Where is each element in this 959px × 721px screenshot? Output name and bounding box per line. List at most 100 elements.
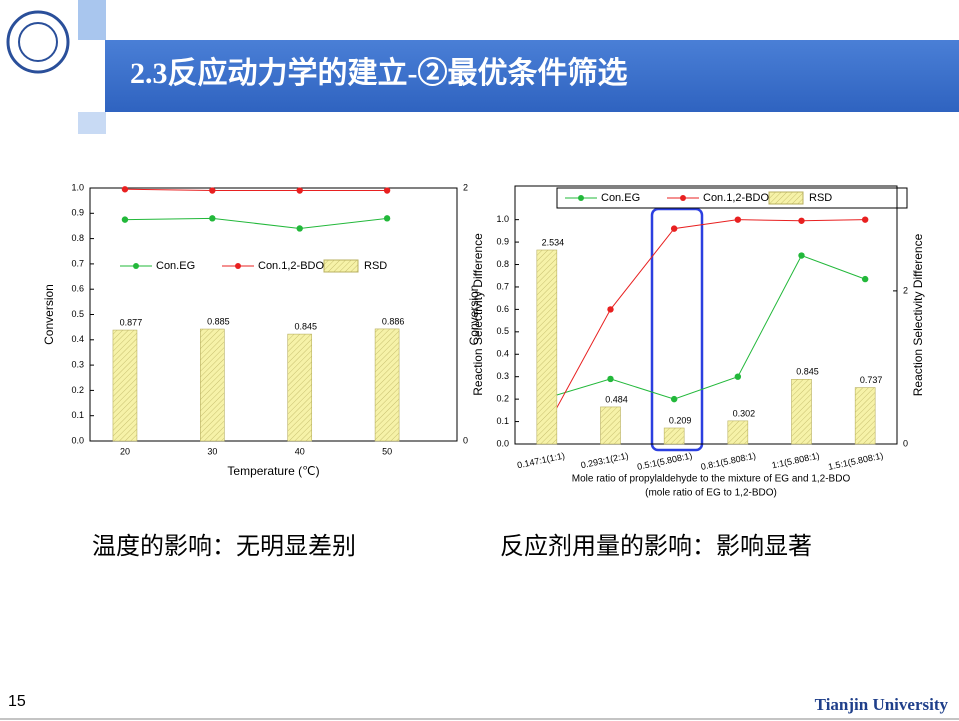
plot-frame: [89, 187, 458, 442]
data-label: 0.845: [294, 321, 317, 331]
y-tick-label: 0.3: [496, 371, 509, 381]
y2-axis-label: Reaction Selectivity Difference: [911, 233, 925, 396]
y-tick-label: 0.7: [496, 281, 509, 291]
point: [296, 225, 303, 232]
legend-frame: [556, 187, 908, 209]
data-label: 0.737: [860, 375, 883, 385]
y-tick-label: 0.4: [71, 334, 84, 344]
y-tick-label: 0.1: [71, 410, 84, 420]
x-tick-label: 30: [207, 446, 217, 456]
y-tick-label: 0.4: [496, 349, 509, 359]
y-tick-label: 0.1: [496, 416, 509, 426]
point: [296, 187, 303, 194]
header-bar: [105, 40, 959, 112]
legend-label: RSD: [364, 260, 387, 272]
line: [546, 219, 866, 427]
x-axis-label: (mole ratio of EG to 1,2-BDO): [645, 488, 777, 499]
legend-swatch: [323, 259, 359, 273]
highlight-box: [650, 207, 704, 452]
y2-tick-label: 0: [463, 435, 468, 445]
y2-tick-label: 2: [903, 285, 908, 295]
plot-frame: [514, 185, 898, 445]
y-tick-label: 0.8: [71, 233, 84, 243]
y-tick-label: 1.0: [71, 182, 84, 192]
data-label: 0.877: [120, 317, 143, 327]
page-number: 15: [8, 693, 26, 710]
y-tick-label: 0.5: [496, 326, 509, 336]
y-axis-label: Conversion: [42, 284, 56, 345]
point: [383, 215, 391, 222]
logo: [6, 10, 70, 74]
y2-tick-label: 0: [903, 438, 908, 448]
x-tick-label: 0.147:1(1:1): [516, 450, 566, 470]
x-tick-label: 50: [382, 446, 392, 456]
bar: [287, 333, 313, 442]
point: [798, 252, 805, 259]
point: [734, 373, 742, 380]
legend-label: RSD: [809, 192, 832, 204]
bar: [791, 379, 812, 445]
legend-label: Con.EG: [156, 260, 195, 272]
legend-swatch: [768, 191, 804, 205]
point: [734, 216, 742, 223]
point: [121, 186, 129, 193]
x-tick-label: 0.293:1(2:1): [580, 450, 630, 470]
deco-block: [78, 0, 106, 40]
point: [383, 187, 391, 194]
y-tick-label: 0.3: [71, 359, 84, 369]
point: [607, 375, 614, 383]
data-label: 0.886: [382, 316, 405, 326]
legend-label: Con.1,2-BDO: [703, 192, 769, 204]
legend-swatch: [578, 195, 584, 201]
point: [861, 216, 869, 223]
footer: Tianjin University: [815, 695, 949, 714]
point: [209, 187, 216, 194]
x-tick-label: 20: [120, 446, 130, 456]
y-tick-label: 0.9: [71, 208, 84, 218]
point: [670, 395, 678, 403]
line: [124, 217, 388, 229]
point: [209, 215, 216, 222]
bar: [854, 387, 876, 445]
bar: [374, 328, 400, 442]
y-axis-label: Conversion: [467, 285, 481, 346]
legend-label: Con.EG: [601, 192, 640, 204]
y-tick-label: 0.6: [71, 284, 84, 294]
bar: [536, 249, 558, 445]
data-label: 0.845: [796, 367, 819, 377]
y-tick-label: 0.5: [71, 309, 84, 319]
bar: [663, 427, 685, 445]
y2-tick-label: 2: [463, 182, 468, 192]
deco-block: [78, 112, 106, 134]
line: [546, 254, 866, 400]
point: [861, 275, 869, 283]
y-tick-label: 0.0: [71, 435, 84, 445]
y-tick-label: 0.2: [71, 385, 84, 395]
bar: [727, 420, 749, 445]
data-label: 0.302: [733, 408, 756, 418]
caption: 温度的影响：无明显差别: [92, 532, 356, 560]
y-tick-label: 0.0: [496, 438, 509, 448]
point: [121, 216, 129, 223]
x-tick-label: 1:1(5.808:1): [771, 450, 821, 470]
data-label: 2.534: [542, 237, 565, 247]
x-axis-label: Temperature (℃): [227, 464, 319, 478]
point: [607, 306, 614, 313]
caption: 反应剂用量的影响：影响显著: [500, 532, 812, 560]
y-tick-label: 0.7: [71, 258, 84, 268]
logo: [18, 22, 58, 62]
point: [670, 225, 678, 232]
line: [124, 188, 388, 192]
y-tick-label: 0.8: [496, 259, 509, 269]
data-label: 0.209: [669, 415, 692, 425]
legend-label: Con.1,2-BDO: [258, 260, 324, 272]
x-tick-label: 1.5:1(5.808:1): [827, 450, 884, 471]
y2-axis-label: Reaction Selectivity Difference: [471, 233, 485, 396]
x-tick-label: 40: [295, 446, 305, 456]
x-axis-label: Mole ratio of propylaldehyde to the mixt…: [572, 474, 851, 485]
y-tick-label: 1.0: [496, 214, 509, 224]
data-label: 0.484: [605, 394, 628, 404]
y-tick-label: 0.9: [496, 236, 509, 246]
x-tick-label: 0.8:1(5.808:1): [700, 450, 757, 471]
